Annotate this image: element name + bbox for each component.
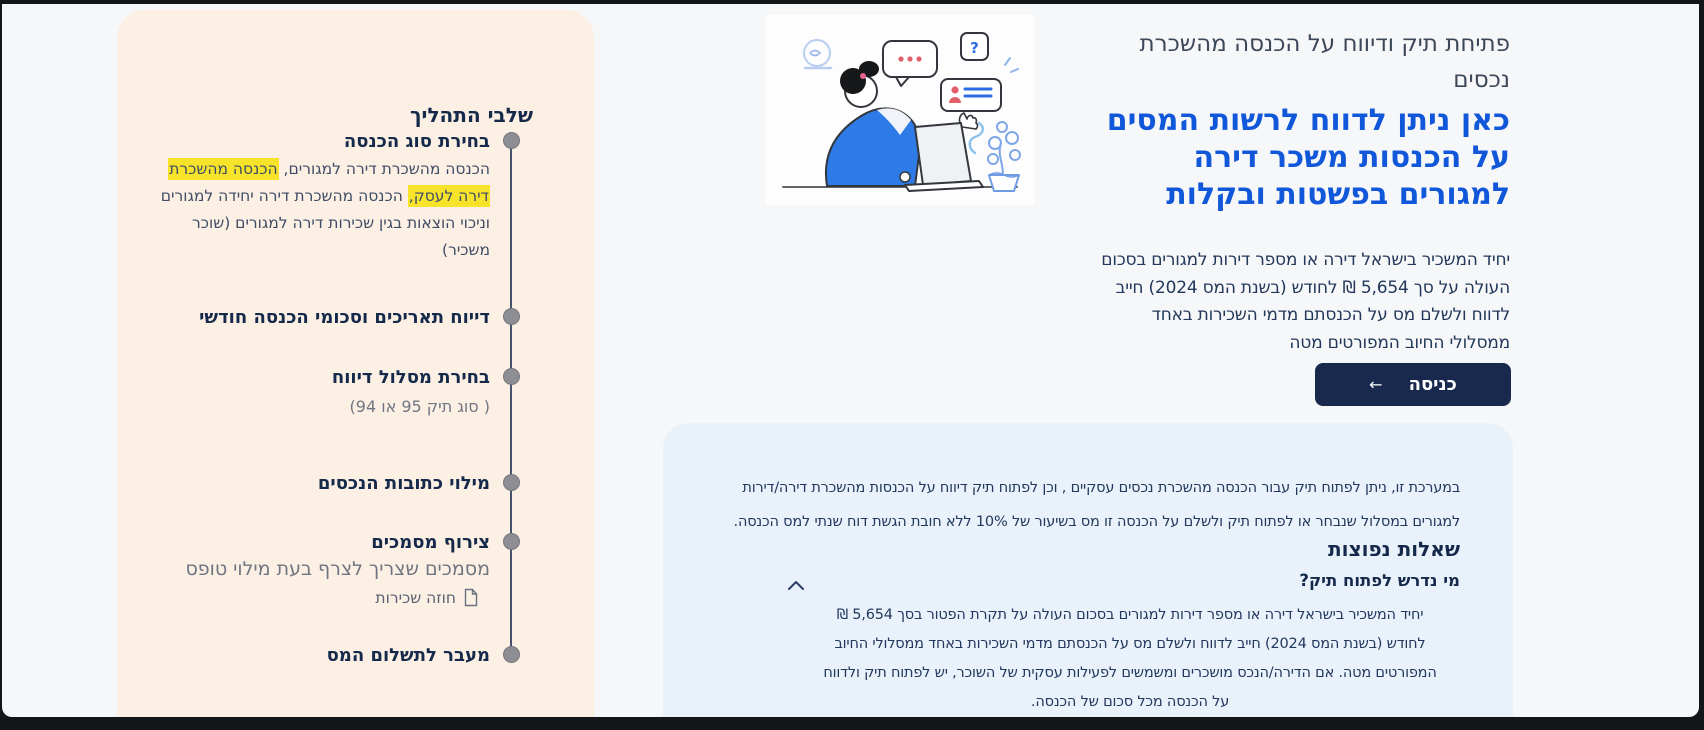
illustration: ? [765, 15, 1035, 205]
person-at-laptop-illustration: ? [782, 32, 1021, 192]
timeline-dot [503, 474, 520, 491]
info-paragraph: במערכת זו, ניתן לפתוח תיק עבור הכנסה מהש… [733, 480, 1461, 530]
step-title-asset-addresses: מילוי כתובות הנכסים [317, 473, 490, 494]
step-title-attach-documents: צירוף מסמכים [371, 532, 490, 553]
attachment-label: חוזה שכירות [375, 588, 456, 607]
timeline-dot [503, 368, 520, 385]
document-icon [463, 588, 478, 607]
desc-text: משכיר) [442, 241, 490, 259]
main-headline: כאן ניתן לדווח לרשות המסים על הכנסות משכ… [1106, 103, 1510, 212]
process-steps-panel: שלבי התהליך בחירת סוג הכנסה הכנסה מהשכרת… [117, 10, 594, 717]
page-title: פתיחת תיק ודיווח על הכנסה מהשכרת נכסים [1139, 31, 1510, 93]
left-arrow-icon: ← [1369, 375, 1383, 394]
timeline-dot [503, 646, 520, 663]
faq-question: מי נדרש לפתוח תיק? [1299, 571, 1460, 590]
svg-text:?: ? [970, 39, 979, 57]
highlighted-text: דירה לעסק, [407, 185, 490, 207]
intro-paragraph: יחיד המשכיר בישראל דירה או מספר דירות למ… [1101, 250, 1510, 353]
timeline-dot [503, 132, 520, 149]
enter-button[interactable]: כניסה ← [1315, 363, 1511, 406]
highlighted-text: הכנסה מהשכרת [168, 158, 279, 180]
timeline-dot [503, 533, 520, 550]
desc-text: וניכוי הוצאות בגין שכירות דירה למגורים (… [192, 214, 490, 232]
step-subtitle-file-type: ( סוג תיק 95 או 94) [349, 397, 490, 416]
faq-question-row[interactable]: מי נדרש לפתוח תיק? [783, 568, 1460, 598]
info-box: במערכת זו, ניתן לפתוח תיק עבור הכנסה מהש… [663, 423, 1513, 717]
step-subtitle-documents-needed: מסמכים שצריך לצרף בעת מילוי טופס [185, 558, 490, 580]
attachment-item: חוזה שכירות [117, 588, 478, 607]
desc-text: הכנסה מהשכרת דירה למגורים, [278, 160, 490, 178]
chevron-up-icon [787, 576, 805, 595]
step-description-income-type: הכנסה מהשכרת דירה למגורים, הכנסה מהשכרת … [117, 156, 490, 264]
timeline-dot [503, 308, 520, 325]
desc-text: הכנסה מהשכרת דירה יחידה למגורים [160, 187, 408, 205]
timeline-line [510, 141, 512, 655]
enter-button-label: כניסה [1408, 374, 1457, 395]
step-title-report-dates: דייוח תאריכים וסכומי הכנסה חודשי [199, 307, 490, 328]
steps-panel-heading: שלבי התהליך [410, 102, 533, 127]
step-title-report-track: בחירת מסלול דיווח [331, 367, 490, 388]
faq-answer: יחיד המשכיר בישראל דירה או מספר דירות למ… [823, 607, 1437, 710]
step-title-income-type: בחירת סוג הכנסה [343, 131, 490, 152]
faq-heading: שאלות נפוצות [1328, 537, 1460, 561]
step-title-tax-payment: מעבר לתשלום המס [326, 645, 490, 666]
